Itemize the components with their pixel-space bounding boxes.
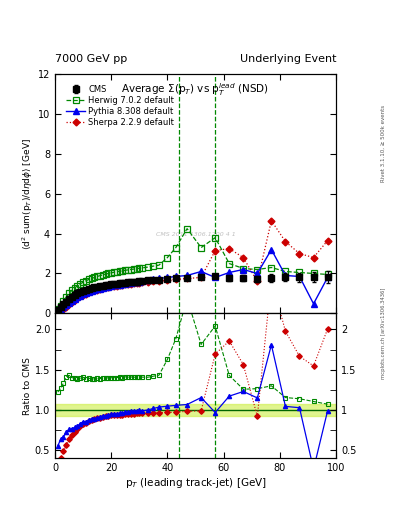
Text: mcplots.cern.ch [arXiv:1306.3436]: mcplots.cern.ch [arXiv:1306.3436] [381, 287, 386, 378]
Text: CMS 2011 1306.1200 4 1: CMS 2011 1306.1200 4 1 [156, 232, 235, 237]
Y-axis label: Ratio to CMS: Ratio to CMS [23, 357, 32, 415]
X-axis label: p$_T$ (leading track-jet) [GeV]: p$_T$ (leading track-jet) [GeV] [125, 476, 266, 490]
Text: 7000 GeV pp: 7000 GeV pp [55, 54, 127, 64]
Text: Rivet 3.1.10, ≥ 500k events: Rivet 3.1.10, ≥ 500k events [381, 105, 386, 182]
Y-axis label: $\langle$d$^2$ sum(p$_T$)/d$\eta$d$\phi\rangle$ [GeV]: $\langle$d$^2$ sum(p$_T$)/d$\eta$d$\phi\… [20, 138, 35, 250]
Text: Average $\Sigma$(p$_T$) vs p$_T^{lead}$ (NSD): Average $\Sigma$(p$_T$) vs p$_T^{lead}$ … [121, 81, 270, 98]
Legend: CMS, Herwig 7.0.2 default, Pythia 8.308 default, Sherpa 2.2.9 default: CMS, Herwig 7.0.2 default, Pythia 8.308 … [65, 83, 176, 129]
Text: Underlying Event: Underlying Event [239, 54, 336, 64]
